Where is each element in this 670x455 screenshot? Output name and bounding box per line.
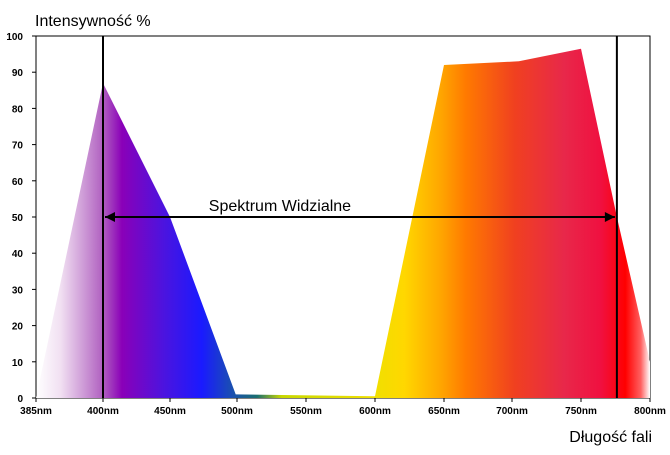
y-axis-title: Intensywność % (35, 13, 151, 30)
x-tick-label: 750nm (565, 406, 597, 417)
x-tick-label: 700nm (496, 406, 528, 417)
y-tick-label: 40 (12, 249, 24, 260)
y-tick-label: 90 (12, 68, 24, 79)
y-axis-ticks: 0 10 20 30 40 50 60 70 80 90 100 (6, 32, 36, 405)
x-tick-label: 600nm (359, 406, 391, 417)
visible-range-markers (102, 36, 618, 398)
x-tick-label: 400nm (87, 406, 119, 417)
x-tick-label: 450nm (154, 406, 186, 417)
visible-spectrum-label: Spektrum Widzialne (209, 198, 351, 215)
y-tick-label: 0 (17, 394, 23, 405)
y-tick-label: 50 (12, 213, 24, 224)
y-tick-label: 20 (12, 322, 24, 333)
y-tick-label: 10 (12, 358, 24, 369)
y-tick-label: 80 (12, 104, 24, 115)
visible-spectrum-arrow (105, 212, 615, 222)
x-axis-title: Długość fali (569, 429, 652, 446)
x-axis-ticks: 385nm 400nm 450nm 500nm 550nm 600nm 650nm 700nm… (20, 398, 666, 417)
y-tick-label: 30 (12, 285, 24, 296)
x-tick-label: 500nm (221, 406, 253, 417)
spectrum-area (36, 48, 650, 398)
y-tick-label: 100 (6, 32, 23, 43)
x-tick-label: 650nm (428, 406, 460, 417)
y-tick-label: 60 (12, 177, 24, 188)
arrow-head-left (105, 212, 115, 222)
x-tick-label: 550nm (290, 406, 322, 417)
x-tick-label: 800nm (634, 406, 666, 417)
y-tick-label: 70 (12, 141, 24, 152)
x-tick-label: 385nm (20, 406, 52, 417)
arrow-head-right (604, 212, 615, 222)
